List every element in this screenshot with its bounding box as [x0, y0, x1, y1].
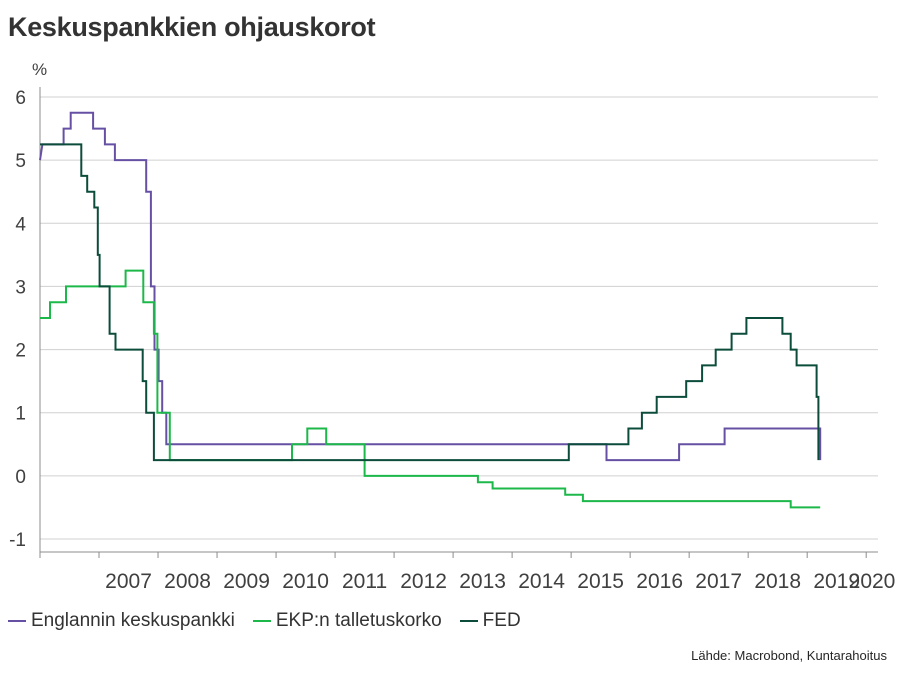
- legend-label-fed: FED: [482, 610, 521, 631]
- x-tick-label: 2016: [636, 570, 683, 593]
- legend-label-boe: Englannin keskuspankki: [31, 610, 235, 631]
- y-tick-label: 6: [15, 88, 26, 109]
- y-tick-label: 3: [15, 277, 26, 298]
- x-tick-label: 2015: [577, 570, 624, 593]
- y-tick-label: 2: [15, 341, 26, 362]
- x-tick-label: 2010: [282, 570, 329, 593]
- x-tick-label: 2014: [518, 570, 565, 593]
- y-tick-label: 1: [15, 404, 26, 425]
- legend-item-boe: Englannin keskuspankki: [8, 610, 235, 632]
- tick-labels: -1 0 1 2 3 4 5 6% 2007 2008 2009 2010 2011 2012 2013 20…: [9, 60, 895, 593]
- legend-swatch-ecb: [252, 620, 271, 622]
- series-line-0: [39, 111, 822, 462]
- x-tick-label: 2011: [342, 570, 387, 593]
- legend-item-ecb: EKP:n talletuskorko: [252, 610, 442, 632]
- series-line-1: [40, 269, 821, 509]
- x-tick-label: 2013: [459, 570, 506, 593]
- y-tick-label: 0: [15, 467, 26, 488]
- x-tick-label: 2018: [754, 570, 801, 593]
- source-note: Lähde: Macrobond, Kuntarahoitus: [691, 648, 887, 663]
- y-tick-label: 5: [15, 151, 26, 172]
- series-lines: [39, 111, 822, 509]
- y-tick-label: 4: [15, 214, 26, 235]
- x-tick-label: 2008: [164, 570, 211, 593]
- x-tick-label: 2009: [223, 570, 270, 593]
- chart-title: Keskuspankkien ohjauskorot: [8, 12, 376, 42]
- legend-swatch-boe: [8, 620, 26, 622]
- x-tick-label: 2019: [813, 570, 860, 593]
- axes: [39, 87, 878, 558]
- x-tick-label: 2012: [400, 570, 447, 593]
- y-tick-label: -1: [9, 530, 26, 551]
- y-axis-label: %: [32, 60, 47, 79]
- x-tick-label: 2007: [105, 570, 152, 593]
- x-tick-label: 2020: [849, 570, 896, 593]
- legend-item-fed: FED: [459, 610, 521, 632]
- legend-label-ecb: EKP:n talletuskorko: [275, 610, 442, 631]
- x-tick-label: 2017: [695, 570, 742, 593]
- legend-swatch-fed: [459, 620, 478, 622]
- line-chart: -1 0 1 2 3 4 5 6% 2007 2008 2009 2010 2011 2012 2013 20…: [9, 60, 895, 593]
- legend: Englannin keskuspankki EKP:n talletuskor…: [8, 610, 539, 632]
- series-line-2: [40, 143, 820, 462]
